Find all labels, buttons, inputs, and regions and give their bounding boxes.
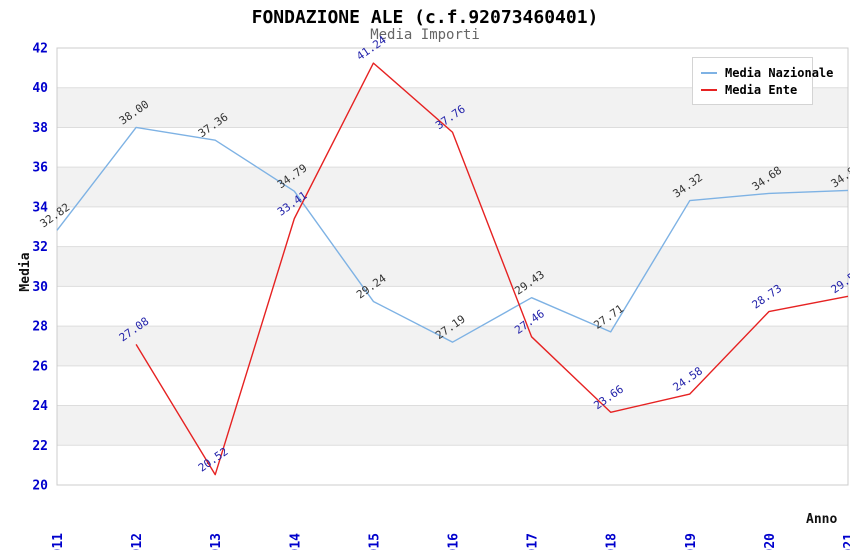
plot-band bbox=[57, 405, 848, 446]
chart-subtitle: Media Importi bbox=[370, 27, 480, 43]
y-tick-label: 28 bbox=[32, 320, 48, 335]
y-tick-label: 36 bbox=[32, 161, 48, 176]
chart-legend: Media Nazionale Media Ente bbox=[692, 57, 833, 105]
x-tick-label: 2018 bbox=[605, 533, 620, 550]
legend-label: Media Ente bbox=[725, 82, 798, 97]
y-tick-label: 34 bbox=[32, 200, 48, 215]
y-tick-label: 22 bbox=[32, 439, 48, 454]
series-line-media-ente bbox=[135, 62, 849, 476]
plot-band bbox=[57, 286, 848, 327]
x-tick-label: 2019 bbox=[684, 533, 699, 550]
legend-item-media-ente: Media Ente bbox=[701, 81, 804, 98]
y-tick-label: 26 bbox=[32, 359, 48, 374]
y-tick-label: 32 bbox=[32, 240, 48, 255]
plot-band bbox=[57, 445, 848, 485]
y-tick-label: 24 bbox=[32, 399, 48, 414]
x-tick-label: 2014 bbox=[288, 533, 303, 550]
x-tick-label: 2016 bbox=[447, 533, 462, 550]
y-tick-label: 40 bbox=[32, 81, 48, 96]
x-tick-label: 2012 bbox=[130, 533, 145, 550]
chart-title: FONDAZIONE ALE (c.f.92073460401) bbox=[251, 7, 599, 28]
plot-band bbox=[57, 326, 848, 366]
y-tick-label: 42 bbox=[32, 42, 48, 57]
legend-line-marker bbox=[701, 88, 717, 91]
x-tick-label: 2013 bbox=[209, 533, 224, 550]
legend-item-media-nazionale: Media Nazionale bbox=[701, 64, 833, 81]
x-tick-label: 2015 bbox=[367, 533, 382, 550]
plot-band bbox=[57, 167, 848, 207]
series-line-media-nazionale bbox=[56, 126, 849, 343]
y-tick-label: 38 bbox=[32, 121, 48, 136]
plot-band bbox=[57, 206, 848, 247]
x-tick-label: 2020 bbox=[763, 533, 778, 550]
y-tick-label: 30 bbox=[32, 280, 48, 295]
plot-band bbox=[57, 365, 848, 406]
y-axis-title: Media bbox=[18, 252, 33, 292]
legend-label: Media Nazionale bbox=[725, 65, 834, 80]
plot-border bbox=[56, 47, 849, 486]
x-tick-label: 2011 bbox=[51, 533, 66, 550]
plot-band bbox=[57, 246, 848, 287]
y-tick-label: 20 bbox=[32, 479, 48, 494]
legend-line-marker bbox=[701, 71, 717, 74]
x-axis-title: Anno bbox=[806, 512, 838, 527]
x-tick-label: 2017 bbox=[526, 533, 541, 550]
